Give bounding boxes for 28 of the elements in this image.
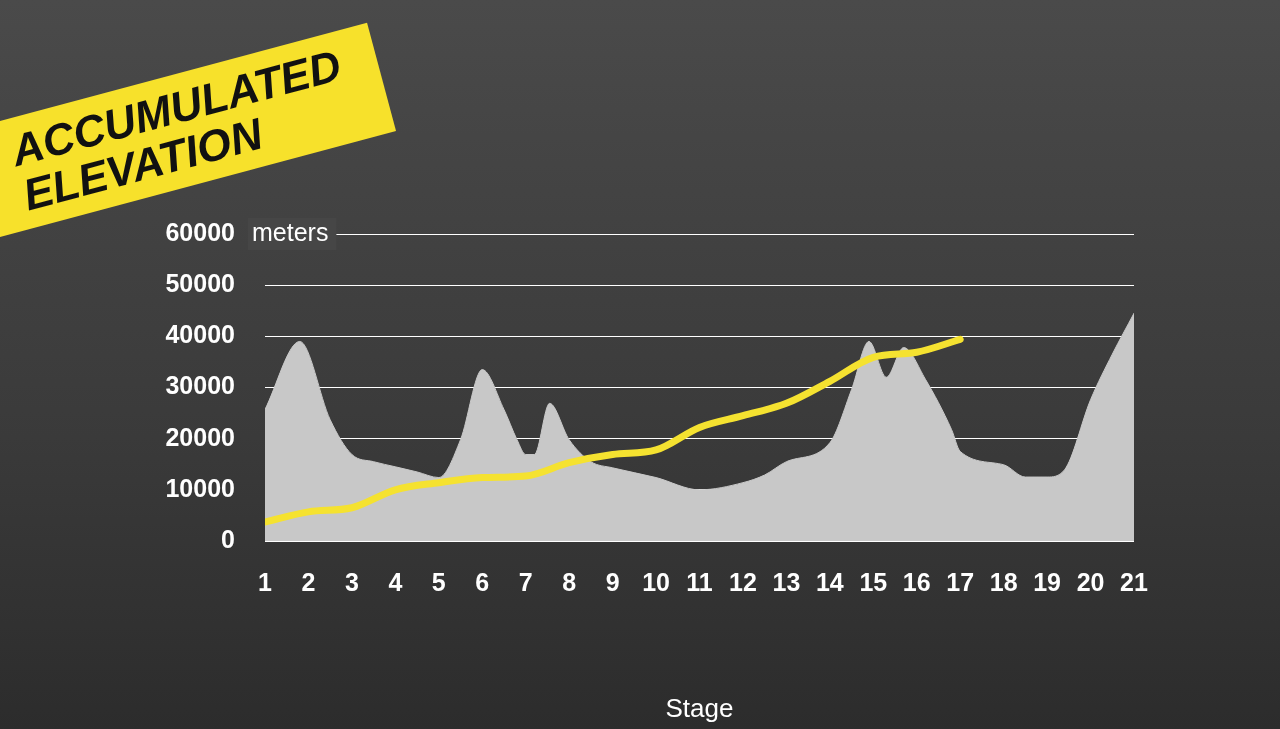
y-tick-label: 0: [221, 524, 235, 553]
x-tick-label: 13: [772, 567, 801, 596]
x-tick-label: 1: [258, 567, 273, 596]
x-tick-label: 11: [686, 567, 713, 596]
x-tick-label: 20: [1076, 567, 1105, 596]
x-tick-label: 12: [729, 567, 757, 596]
x-tick-label: 10: [642, 567, 670, 596]
x-tick-label: 2: [301, 567, 316, 596]
y-tick-label: 40000: [165, 320, 235, 349]
x-tick-label: 7: [518, 567, 533, 596]
x-tick-label: 8: [562, 567, 577, 596]
y-tick-label: 20000: [165, 422, 235, 451]
x-tick-label: 6: [475, 567, 490, 596]
x-tick-label: 17: [946, 567, 975, 596]
x-tick-label: 4: [388, 567, 403, 596]
x-tick-label: 9: [605, 567, 620, 596]
x-tick-label: 5: [431, 567, 446, 596]
x-tick-label: 15: [859, 567, 888, 596]
y-tick-label: 10000: [165, 473, 235, 502]
x-tick-label: 19: [1033, 567, 1062, 596]
x-tick-label: 21: [1120, 567, 1148, 596]
y-tick-label: 30000: [165, 371, 235, 400]
x-axis-title: Stage: [665, 692, 734, 723]
x-tick-label: 3: [344, 567, 359, 596]
y-tick-label: 50000: [165, 269, 235, 298]
x-tick-label: 16: [902, 567, 931, 596]
x-tick-label: 14: [815, 567, 844, 596]
x-tick-label: 18: [989, 567, 1018, 596]
